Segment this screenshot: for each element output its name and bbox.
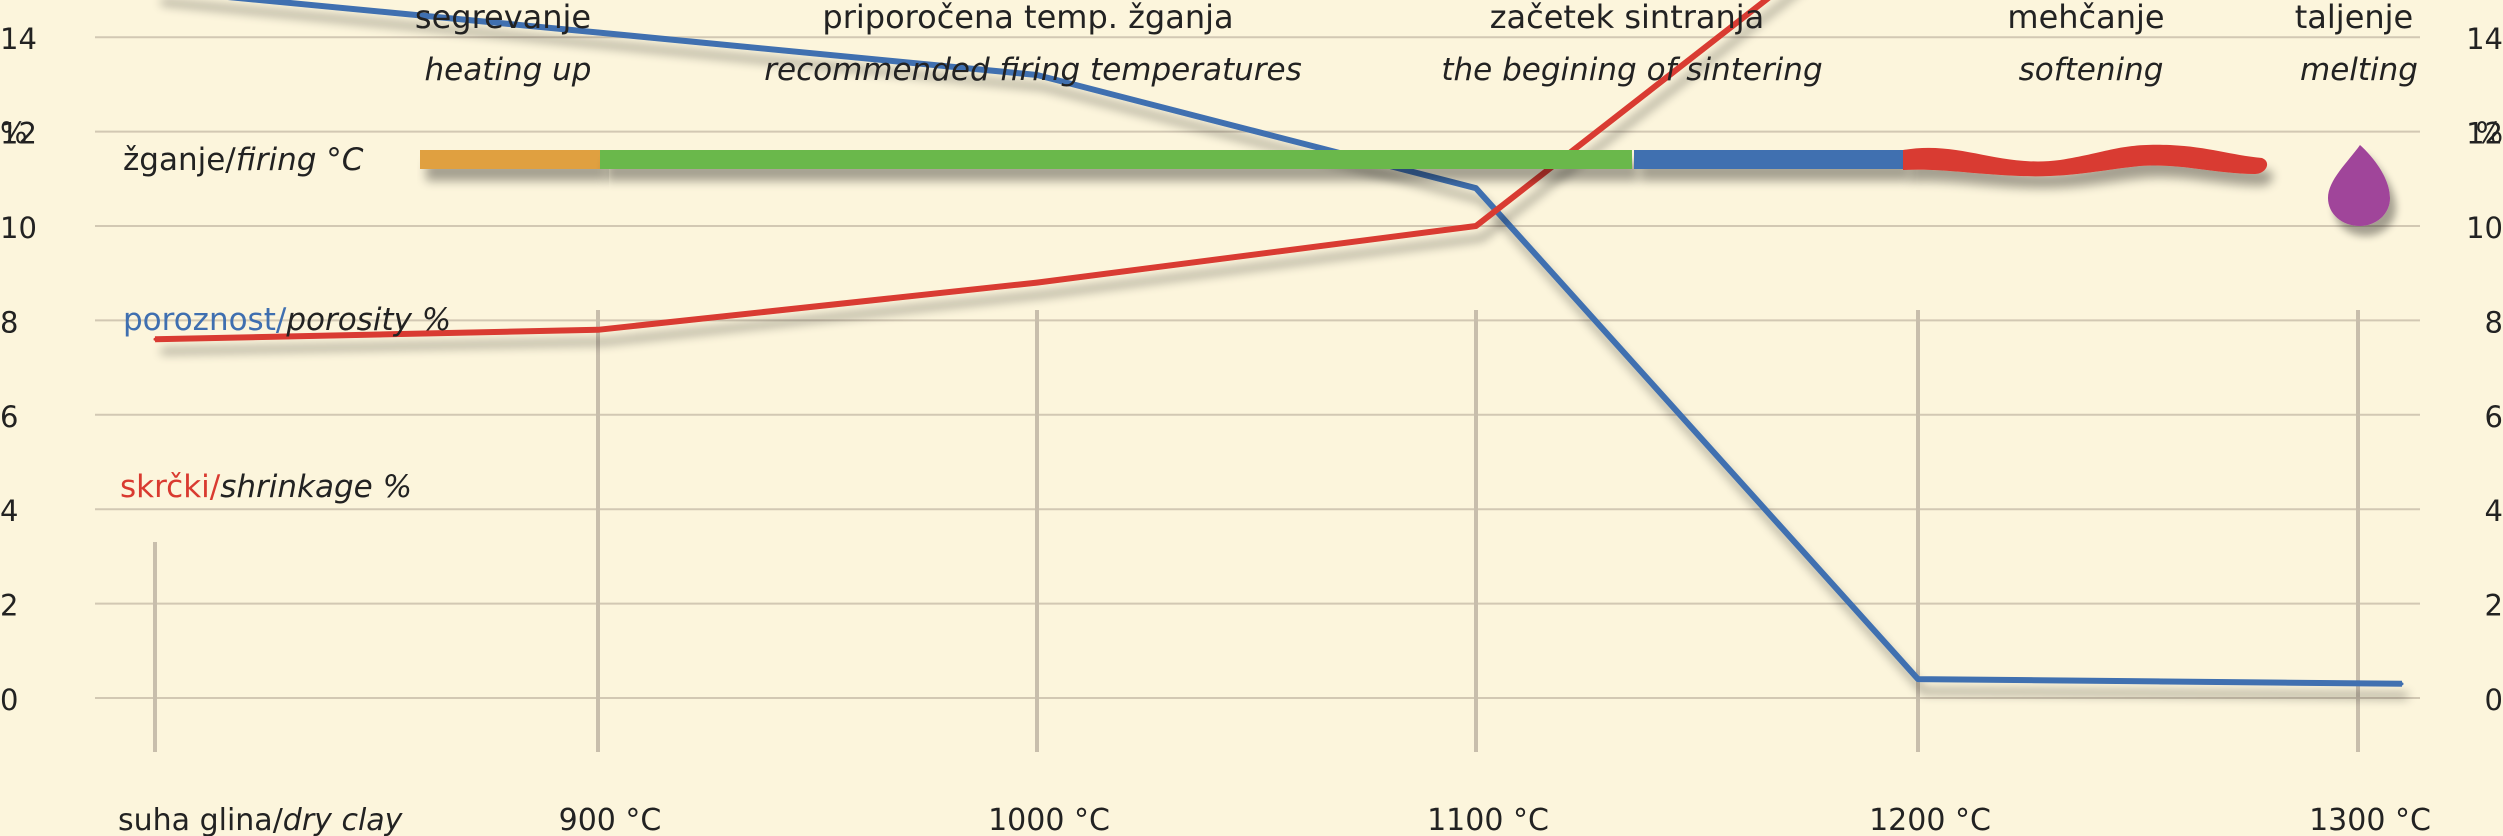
y-tick-label: 10 bbox=[0, 211, 37, 245]
y-tick-label: 0 bbox=[0, 683, 18, 717]
melting-drop bbox=[2328, 145, 2390, 226]
firing-bar-label: žganje/firing °C bbox=[123, 142, 364, 178]
data-point bbox=[1035, 73, 1039, 77]
y-tick-label: 2 bbox=[2485, 589, 2503, 623]
phase-label: priporočena temp. žganja bbox=[822, 0, 1233, 36]
phase-label: segrevanje bbox=[415, 0, 591, 36]
x-tick-label: suha glina/dry clay bbox=[118, 803, 404, 836]
y-tick-label: 12 bbox=[2466, 117, 2503, 151]
y-unit-right: % bbox=[2475, 116, 2503, 150]
y-tick-label: 4 bbox=[2485, 494, 2503, 528]
y-tick-label: 8 bbox=[2485, 305, 2503, 339]
phase-label: mehčanje bbox=[2007, 0, 2164, 36]
x-labels-layer: suha glina/dry clay 900 °C 1000 °C 1100 °C 1… bbox=[118, 803, 2431, 836]
series-line-1 bbox=[154, 0, 1771, 343]
data-point bbox=[596, 30, 600, 34]
series-label-0: poroznost/porosity % bbox=[123, 302, 451, 338]
data-point bbox=[1916, 677, 1920, 681]
data-point bbox=[596, 328, 600, 332]
x-tick-label: 1000 °C bbox=[988, 803, 1110, 836]
firing-bar-segment bbox=[600, 150, 1632, 169]
y-tick-label: 6 bbox=[2485, 400, 2503, 434]
y-tick-label: 10 bbox=[2466, 211, 2503, 245]
y-tick-label: 6 bbox=[0, 400, 18, 434]
y-tick-label: 2 bbox=[0, 589, 18, 623]
y-tick-label: 14 bbox=[0, 22, 37, 56]
y-tick-label: 0 bbox=[2485, 683, 2503, 717]
x-tick-label: 900 °C bbox=[559, 803, 662, 836]
y-tick-label: 14 bbox=[2466, 22, 2503, 56]
phase-label-italic: heating up bbox=[425, 52, 592, 88]
grid-layer bbox=[95, 36, 2420, 699]
firing-bar-segment bbox=[1634, 150, 1903, 169]
firing-bar-segment bbox=[420, 150, 600, 169]
phase-label-italic: the begining of sintering bbox=[1441, 52, 1822, 88]
y-ticks-layer: %%00224466881010121214141616181820202222 bbox=[0, 22, 2503, 717]
phase-label-italic: melting bbox=[2300, 52, 2418, 88]
x-tick-label: 1200 °C bbox=[1869, 803, 1991, 836]
vertical-lines-layer bbox=[153, 310, 2360, 752]
x-tick-label: 1100 °C bbox=[1427, 803, 1549, 836]
phases-layer: segrevanje heating up priporočena temp. žg… bbox=[415, 0, 2418, 88]
x-tick-label: 1300 °C bbox=[2309, 803, 2431, 836]
y-tick-label: 4 bbox=[0, 494, 18, 528]
y-unit-left: % bbox=[0, 116, 28, 150]
phase-label: začetek sintranja bbox=[1490, 0, 1765, 36]
firing-bar-segment-softening bbox=[1903, 144, 2268, 177]
firing-bar-layer: žganje/firing °C bbox=[123, 142, 2390, 226]
series-label-1: skrčki/shrinkage % bbox=[120, 469, 412, 505]
data-point bbox=[1474, 224, 1478, 228]
series-layer bbox=[153, 0, 2404, 687]
data-point bbox=[2400, 682, 2404, 686]
data-point bbox=[153, 337, 157, 341]
y-tick-label: 8 bbox=[0, 305, 18, 339]
phase-label-italic: softening bbox=[2019, 52, 2164, 88]
phase-label-italic: recommended firing temperatures bbox=[764, 52, 1301, 88]
data-point bbox=[1474, 186, 1478, 190]
phase-label: taljenje bbox=[2295, 0, 2413, 36]
data-point bbox=[1035, 281, 1039, 285]
y-tick-label: 12 bbox=[0, 117, 37, 151]
series-line-0 bbox=[227, 0, 2403, 687]
legend-layer: poroznost/porosity % skrčki/shrinkage % bbox=[120, 302, 451, 505]
